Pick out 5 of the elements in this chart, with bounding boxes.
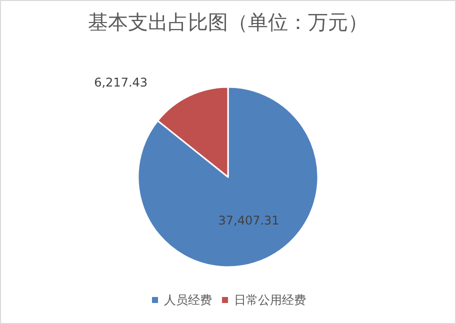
data-label: 37,407.31 [218, 213, 280, 228]
data-label: 6,217.43 [94, 75, 148, 90]
legend-label: 日常公用经费 [234, 293, 306, 307]
legend-label: 人员经费 [164, 293, 212, 307]
chart-title: 基本支出占比图（单位：万元） [88, 10, 368, 34]
